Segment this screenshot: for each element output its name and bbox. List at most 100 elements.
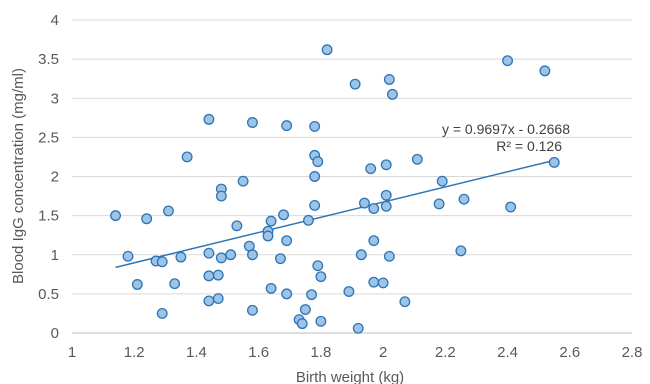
x-tick-label: 1 <box>68 344 76 361</box>
data-point <box>383 74 395 85</box>
data-point <box>380 189 392 201</box>
x-tick-label: 1.2 <box>124 344 145 361</box>
y-tick-labels: 0 0.5 1 1.5 2 2.5 3 3.5 4 <box>38 12 59 342</box>
trendline <box>115 159 555 269</box>
x-tick-label: 2.8 <box>622 344 643 361</box>
data-point <box>309 171 321 182</box>
data-point <box>343 286 355 297</box>
data-point <box>321 44 333 56</box>
data-point <box>309 120 321 132</box>
data-point <box>436 175 448 187</box>
data-point <box>278 209 290 221</box>
data-point <box>203 270 215 282</box>
data-point <box>246 249 258 261</box>
data-point <box>122 250 134 262</box>
data-point <box>225 249 237 261</box>
r-squared-label: R² = 0.126 <box>496 138 562 154</box>
data-point <box>352 322 364 334</box>
data-point <box>548 156 560 168</box>
data-point <box>246 304 258 316</box>
data-point <box>237 175 249 187</box>
data-point <box>309 200 321 211</box>
y-tick-label: 4 <box>51 12 59 29</box>
data-point <box>539 65 551 77</box>
data-point <box>281 235 293 247</box>
data-point <box>368 235 380 247</box>
data-point <box>368 276 380 288</box>
x-axis-title: Birth weight (kg) <box>296 369 404 384</box>
y-tick-label: 1.5 <box>38 208 59 225</box>
y-tick-label: 3.5 <box>38 51 59 68</box>
data-point <box>231 220 243 232</box>
data-point <box>215 252 227 264</box>
y-tick-label: 0.5 <box>38 286 59 303</box>
data-point <box>265 215 277 227</box>
data-point <box>355 249 367 261</box>
data-point <box>265 282 277 294</box>
data-point <box>380 159 392 171</box>
data-point <box>296 318 308 330</box>
data-point <box>281 288 293 300</box>
x-tick-label: 1.4 <box>186 344 207 361</box>
data-point <box>203 295 215 307</box>
data-point <box>175 251 187 263</box>
data-point <box>203 247 215 259</box>
x-tick-label: 1.8 <box>310 344 331 361</box>
y-axis-title: Blood IgG concentration (mg/ml) <box>10 68 27 284</box>
data-point <box>181 151 193 163</box>
data-point <box>368 203 380 215</box>
data-point <box>162 205 174 217</box>
x-tick-label: 2.6 <box>559 344 580 361</box>
x-tick-label: 1.6 <box>248 344 269 361</box>
data-point <box>377 277 389 289</box>
y-tick-label: 0 <box>51 325 59 342</box>
data-point <box>383 250 395 262</box>
data-point <box>262 230 274 242</box>
data-point <box>315 271 327 283</box>
data-point <box>110 210 122 222</box>
data-point <box>306 289 318 301</box>
data-point <box>203 113 215 125</box>
data-point <box>433 198 445 210</box>
data-point <box>411 153 423 165</box>
data-point <box>349 78 361 90</box>
x-tick-label: 2 <box>379 344 387 361</box>
x-tick-label: 2.4 <box>497 344 518 361</box>
data-point <box>246 117 258 128</box>
y-tick-label: 1 <box>51 247 59 264</box>
data-point <box>315 315 327 327</box>
data-point <box>399 296 411 308</box>
data-point <box>312 260 324 272</box>
data-point <box>380 200 392 212</box>
trendline-equation: y = 0.9697x - 0.2668 <box>442 121 570 137</box>
data-points <box>110 44 560 334</box>
data-point <box>215 190 227 202</box>
trendline-layer <box>115 159 555 269</box>
data-point <box>358 197 370 209</box>
data-point <box>281 120 293 132</box>
data-point <box>156 256 168 268</box>
y-tick-label: 3 <box>51 90 59 107</box>
data-point <box>212 269 224 281</box>
y-tick-label: 2.5 <box>38 129 59 146</box>
y-tick-label: 2 <box>51 169 59 186</box>
data-point <box>141 213 153 225</box>
data-point <box>312 156 324 168</box>
data-point <box>169 278 181 290</box>
data-point <box>302 214 314 226</box>
data-point <box>212 293 224 305</box>
x-tick-labels: 1 1.2 1.4 1.6 1.8 2 2.2 2.4 2.6 2.8 <box>68 344 643 361</box>
data-point <box>131 279 143 290</box>
x-tick-label: 2.2 <box>435 344 456 361</box>
data-point <box>274 253 286 265</box>
gridlines <box>72 19 632 295</box>
data-point <box>386 88 398 100</box>
data-point <box>156 307 168 319</box>
data-point <box>458 193 470 205</box>
data-point <box>365 163 377 175</box>
data-point <box>455 245 467 257</box>
data-point <box>299 304 311 315</box>
data-point <box>502 55 514 67</box>
data-point <box>505 201 517 213</box>
